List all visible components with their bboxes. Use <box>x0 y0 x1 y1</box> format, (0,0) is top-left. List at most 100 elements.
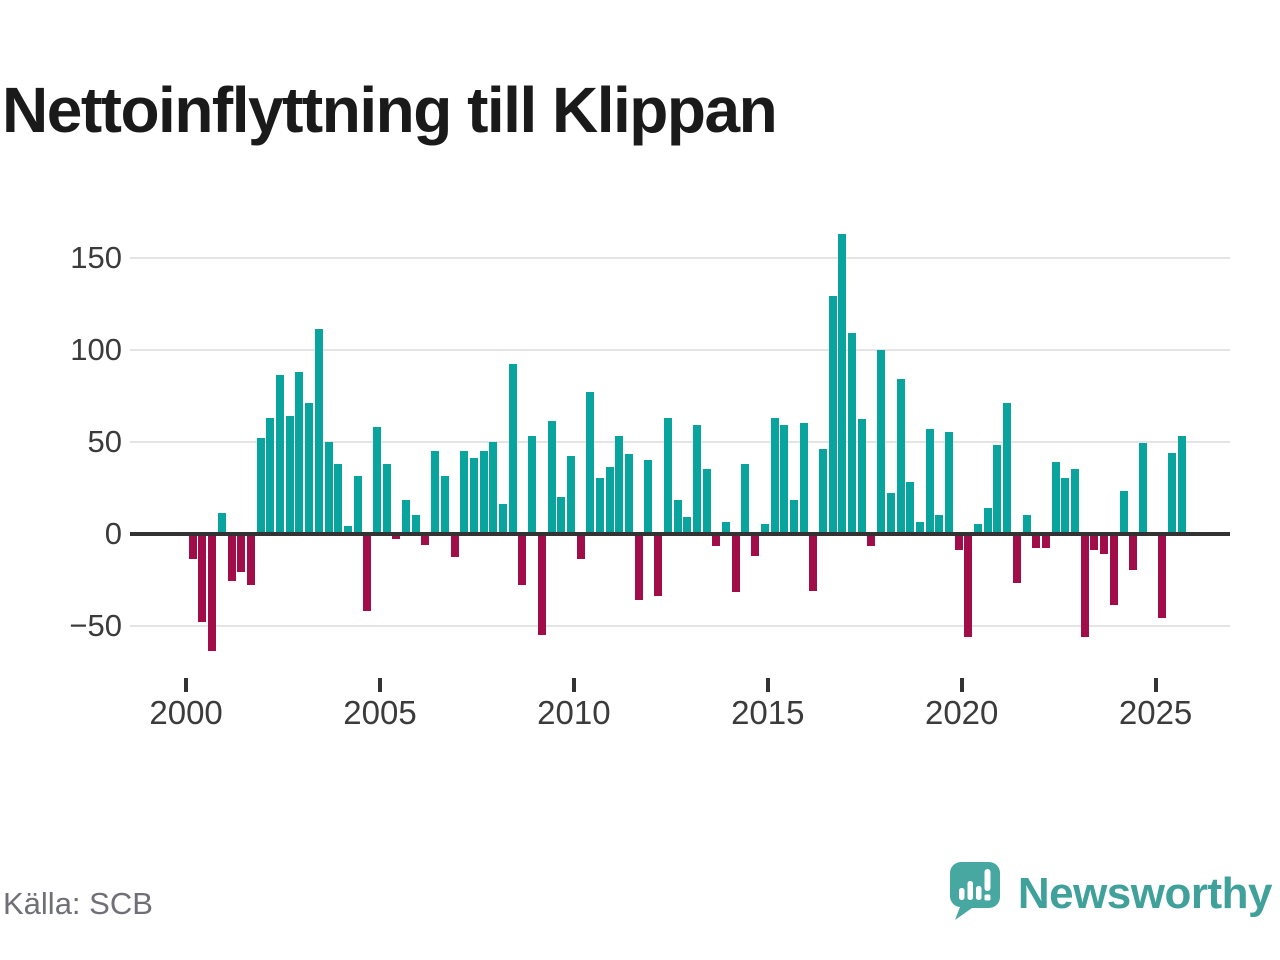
bar-negative <box>1158 533 1167 619</box>
bar-negative <box>576 533 585 560</box>
bar-negative <box>634 533 643 600</box>
gridline <box>130 256 1230 259</box>
bar-positive <box>857 419 866 534</box>
bar-positive <box>440 476 449 534</box>
brand-footer: Newsworthy <box>948 860 1273 927</box>
bar-positive <box>256 437 265 534</box>
bar-positive <box>266 417 275 534</box>
bar-positive <box>722 522 731 534</box>
bar-negative <box>198 533 207 622</box>
bar-positive <box>334 463 343 534</box>
bar-positive <box>625 454 634 534</box>
x-tick-label: 2025 <box>1118 694 1193 731</box>
x-tick-mark <box>571 678 576 692</box>
gridline <box>130 440 1230 443</box>
bar-negative <box>237 533 246 573</box>
bar-negative <box>1041 533 1050 549</box>
x-tick-mark <box>765 678 770 692</box>
bar-positive <box>557 496 566 534</box>
bar-positive <box>343 526 352 534</box>
zero-axis-line <box>130 531 1230 536</box>
bar-negative <box>1080 533 1089 637</box>
bar-positive <box>615 435 624 534</box>
bar-positive <box>935 515 944 534</box>
bar-positive <box>906 481 915 534</box>
x-tick-mark <box>959 678 964 692</box>
bar-positive <box>974 524 983 534</box>
bar-negative <box>751 533 760 556</box>
bar-negative <box>1129 533 1138 571</box>
bar-positive <box>663 417 672 534</box>
bar-positive <box>741 463 750 534</box>
bar-positive <box>838 233 847 534</box>
bar-negative <box>1032 533 1041 549</box>
x-tick-label: 2005 <box>343 694 417 731</box>
bar-positive <box>877 349 886 534</box>
bar-negative <box>208 533 217 652</box>
bar-positive <box>1061 478 1070 534</box>
bar-positive <box>644 459 653 534</box>
y-tick-label: 0 <box>104 515 122 551</box>
bar-positive <box>314 329 323 534</box>
bar-positive <box>915 522 924 534</box>
bar-positive <box>760 524 769 534</box>
bar-positive <box>993 445 1002 534</box>
bar-positive <box>479 450 488 534</box>
bar-negative <box>518 533 527 586</box>
bar-positive <box>528 435 537 534</box>
bar-positive <box>469 458 478 534</box>
bar-positive <box>780 424 789 534</box>
bar-positive <box>411 515 420 534</box>
bar-negative <box>188 533 197 560</box>
bar-positive <box>818 448 827 534</box>
bar-positive <box>1138 443 1147 534</box>
bar-positive <box>1051 461 1060 534</box>
bar-negative <box>731 533 740 593</box>
x-tick-mark <box>1153 678 1158 692</box>
bar-positive <box>828 296 837 534</box>
bar-positive <box>770 417 779 534</box>
bar-positive <box>702 469 711 534</box>
bar-negative <box>954 533 963 551</box>
y-tick-label: −50 <box>69 607 122 643</box>
bar-positive <box>1003 402 1012 534</box>
bar-positive <box>285 415 294 534</box>
bar-negative <box>1100 533 1109 554</box>
brand-name: Newsworthy <box>1017 868 1273 918</box>
bar-positive <box>547 421 556 534</box>
bar-positive <box>605 467 614 534</box>
bar-negative <box>363 533 372 611</box>
bar-positive <box>276 375 285 534</box>
bar-positive <box>324 441 333 534</box>
bar-positive <box>353 476 362 534</box>
bar-positive <box>499 504 508 534</box>
x-tick-mark <box>184 678 189 692</box>
x-tick-label: 2020 <box>924 694 999 731</box>
bar-positive <box>1177 435 1186 534</box>
x-tick-mark <box>378 678 382 692</box>
bar-positive <box>886 493 895 534</box>
bar-positive <box>566 456 575 534</box>
y-tick-label: 100 <box>70 331 122 367</box>
bar-negative <box>421 533 430 545</box>
bar-negative <box>867 533 876 547</box>
bar-negative <box>1012 533 1021 584</box>
bar-positive <box>848 332 857 534</box>
y-tick-label: 150 <box>70 239 122 275</box>
bar-positive <box>983 507 992 534</box>
bar-positive <box>431 450 440 534</box>
bar-negative <box>712 533 721 547</box>
bar-negative <box>227 533 236 582</box>
gridline <box>130 624 1230 627</box>
bar-positive <box>402 500 411 534</box>
bar-negative <box>1090 533 1099 551</box>
bar-positive <box>295 371 304 534</box>
bar-positive <box>1022 515 1031 534</box>
bar-negative <box>537 533 546 635</box>
bar-negative <box>1109 533 1118 606</box>
bar-negative <box>964 533 973 637</box>
chart-title: Nettoinflyttning till Klippan <box>2 73 778 146</box>
bar-negative <box>809 533 818 591</box>
bar-negative <box>450 533 459 558</box>
